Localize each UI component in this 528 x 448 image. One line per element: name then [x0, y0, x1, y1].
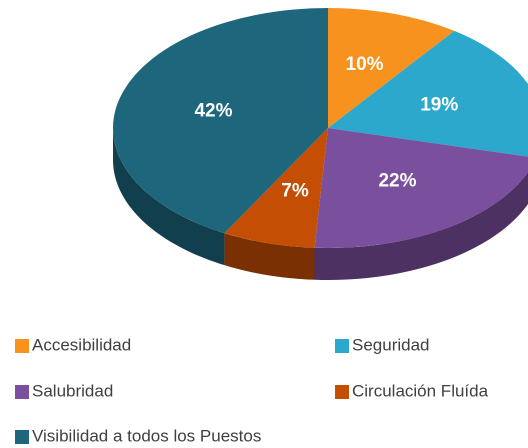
pie-side [314, 171, 528, 280]
pie-slice [328, 30, 528, 157]
data-label: 42% [194, 101, 232, 122]
legend-label: Accesibilidad [32, 335, 131, 354]
legend-swatch [15, 339, 29, 353]
pie-side [113, 128, 225, 266]
pie-side [224, 233, 315, 280]
legend-label: Visibilidad a todos los Puestos [32, 426, 261, 445]
pie-slice [314, 128, 528, 248]
data-label: 10% [346, 54, 384, 75]
data-label: 7% [281, 180, 309, 201]
legend-swatch [15, 430, 29, 444]
legend-swatch [335, 339, 349, 353]
legend-swatch [15, 385, 29, 399]
legend-label: Salubridad [32, 381, 113, 400]
legend-label: Seguridad [352, 335, 430, 354]
pie-slice [224, 128, 328, 248]
data-label: 19% [420, 95, 458, 116]
legend-swatch [335, 385, 349, 399]
pie-slice [112, 8, 328, 234]
legend-label: Circulación Fluída [352, 381, 489, 400]
pie-slice [328, 8, 455, 128]
data-label: 22% [378, 170, 416, 191]
